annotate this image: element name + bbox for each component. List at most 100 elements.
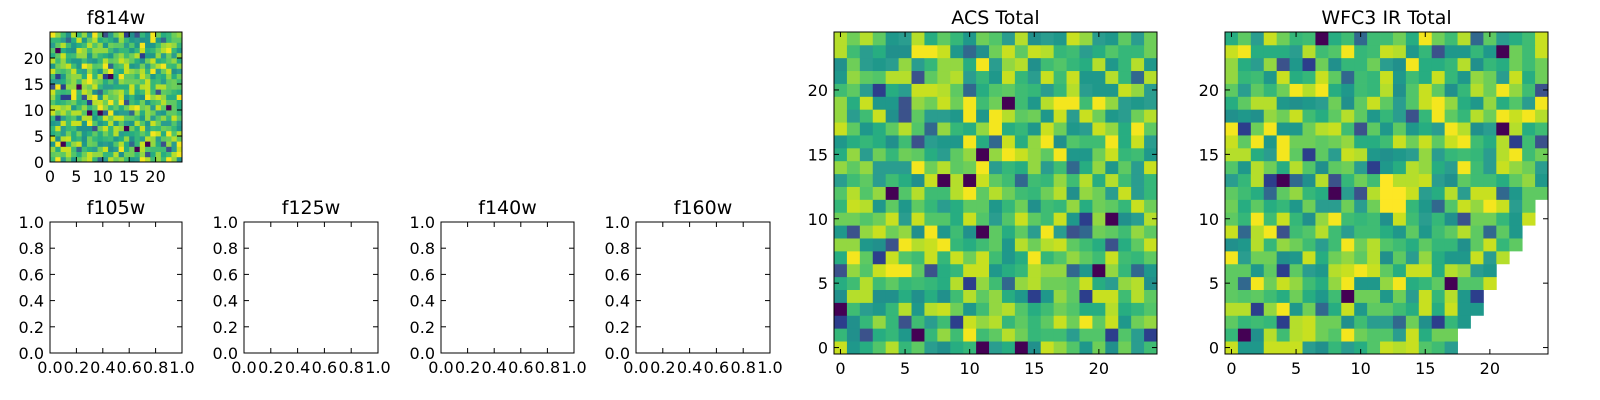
heatmap-cell: [1250, 32, 1265, 46]
heatmap-cell: [898, 173, 912, 187]
heatmap-cell: [1237, 199, 1252, 213]
heatmap-cell: [1276, 173, 1290, 187]
axes-frame: [635, 221, 771, 354]
heatmap-cell: [1418, 289, 1433, 303]
heatmap-cell: [86, 52, 93, 59]
heatmap-cell: [1418, 57, 1433, 72]
heatmap-cell: [950, 160, 964, 175]
y-tick-label: 5: [34, 127, 44, 146]
heatmap-cell: [134, 84, 141, 90]
heatmap-cell: [86, 63, 93, 69]
heatmap-cell: [1144, 160, 1158, 175]
heatmap-cell: [872, 328, 887, 342]
heatmap-cell: [150, 52, 156, 59]
heatmap-cell: [846, 122, 861, 136]
heatmap-cell: [1431, 135, 1446, 149]
heatmap-cell: [160, 99, 167, 106]
heatmap-cell: [1105, 160, 1119, 175]
heatmap-cell: [155, 58, 162, 64]
heatmap-cell: [1302, 96, 1316, 110]
heatmap-cell: [1092, 250, 1106, 265]
heatmap-cell: [950, 135, 964, 149]
heatmap-cell: [1053, 83, 1067, 97]
heatmap-cell: [1367, 160, 1381, 175]
heatmap-cell: [145, 58, 151, 64]
heatmap-cell: [911, 199, 925, 213]
heatmap-cell: [81, 42, 88, 48]
heatmap-cell: [1418, 328, 1433, 342]
heatmap-cell: [1315, 96, 1329, 110]
heatmap-cell: [963, 199, 977, 213]
heatmap-cell: [129, 32, 135, 38]
heatmap-cell: [1276, 160, 1290, 175]
heatmap-cell: [950, 32, 964, 46]
heatmap-cell: [60, 68, 67, 74]
heatmap-cell: [50, 47, 56, 54]
heatmap-cell: [1225, 160, 1239, 175]
heatmap-cell: [1483, 96, 1497, 110]
heatmap-cell: [139, 156, 146, 163]
heatmap-cell: [1496, 32, 1510, 46]
heatmap-cell: [139, 125, 146, 132]
heatmap-cell: [1535, 83, 1549, 97]
heatmap-cell: [846, 70, 861, 84]
y-tick-label: 0.2: [605, 318, 630, 337]
heatmap-cell: [872, 341, 887, 355]
heatmap-cell: [176, 42, 183, 48]
heatmap-cell: [937, 135, 951, 149]
heatmap-cell: [1302, 83, 1316, 97]
heatmap-cell: [166, 115, 172, 121]
heatmap-cell: [102, 130, 109, 137]
heatmap-cell: [1496, 186, 1510, 200]
heatmap-cell: [1509, 199, 1523, 213]
heatmap-cell: [50, 104, 56, 111]
heatmap-cell: [1289, 199, 1303, 213]
heatmap-cell: [92, 151, 98, 158]
heatmap-cell: [97, 32, 104, 38]
heatmap-cell: [60, 125, 67, 132]
heatmap-cell: [1392, 96, 1407, 110]
heatmap-cell: [872, 199, 887, 213]
heatmap-cell: [1066, 302, 1080, 316]
heatmap-cell: [55, 151, 61, 158]
heatmap-cell: [937, 109, 951, 123]
heatmap-cell: [160, 73, 167, 80]
heatmap-cell: [1105, 44, 1119, 59]
heatmap-cell: [937, 83, 951, 97]
heatmap-cell: [976, 302, 990, 316]
heatmap-cell: [1105, 302, 1119, 316]
y-tick-label: 0.8: [605, 239, 630, 258]
heatmap-cell: [1014, 315, 1029, 329]
heatmap-cell: [123, 42, 130, 48]
heatmap-cell: [1053, 238, 1067, 252]
heatmap-cell: [1263, 109, 1278, 123]
heatmap-cell: [1380, 135, 1394, 149]
heatmap-cell: [1066, 276, 1080, 290]
heatmap-cell: [1225, 250, 1239, 265]
heatmap-cell: [1535, 109, 1549, 123]
heatmap-cell: [976, 173, 990, 187]
heatmap-cell: [1392, 109, 1407, 123]
heatmap-cell: [134, 42, 141, 48]
heatmap-cell: [1079, 96, 1093, 110]
heatmap-cell: [1457, 250, 1471, 265]
heatmap-cell: [81, 115, 88, 121]
heatmap-cell: [123, 78, 130, 85]
heatmap-cell: [176, 104, 183, 111]
heatmap-cell: [1289, 147, 1303, 162]
heatmap-cell: [55, 120, 61, 126]
heatmap-cell: [1341, 276, 1355, 290]
heatmap-cell: [1144, 173, 1158, 187]
heatmap-cell: [102, 125, 109, 132]
heatmap-cell: [118, 63, 125, 69]
heatmap-cell: [924, 147, 938, 162]
heatmap-cell: [1367, 250, 1381, 265]
heatmap-cell: [1470, 83, 1484, 97]
heatmap-cell: [1225, 276, 1239, 290]
heatmap-cell: [1040, 173, 1055, 187]
heatmap-cell: [76, 32, 83, 38]
heatmap-cell: [1079, 44, 1093, 59]
heatmap-cell: [1289, 328, 1303, 342]
heatmap-cell: [963, 328, 977, 342]
heatmap-cell: [113, 42, 120, 48]
